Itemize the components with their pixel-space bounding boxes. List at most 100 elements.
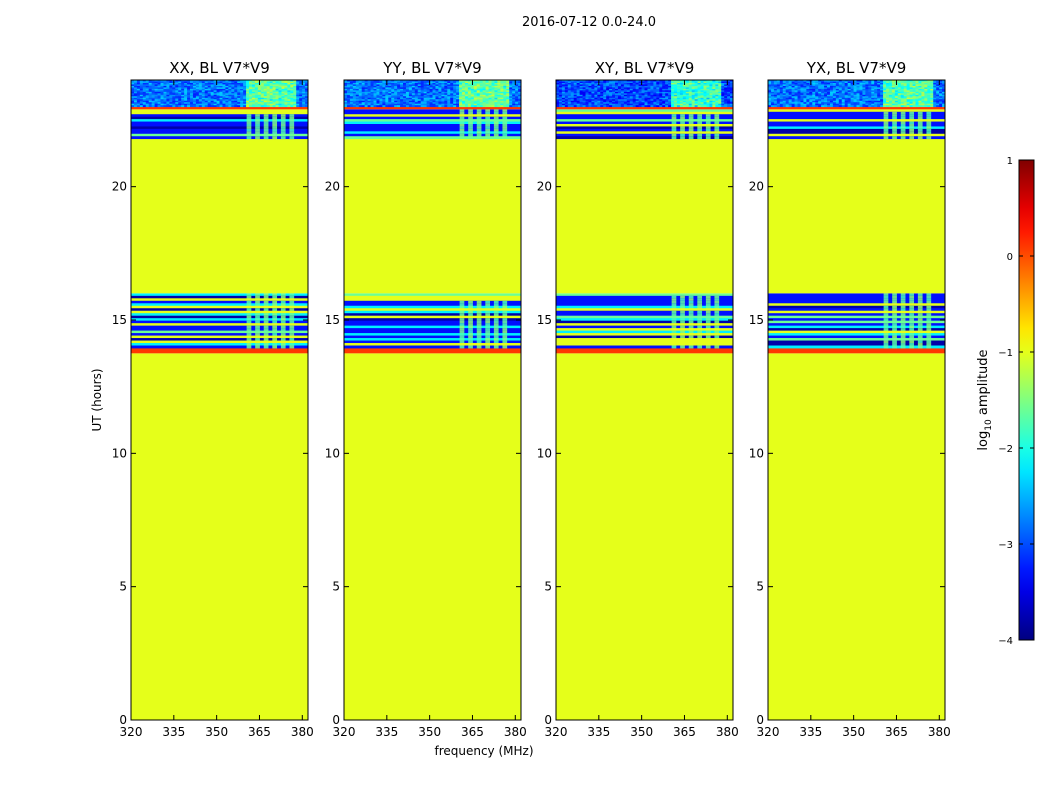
noise-cell [815,100,819,103]
noise-cell [391,84,395,87]
noise-cell [249,87,253,90]
noise-cell [228,85,232,88]
noise-cell [142,94,147,97]
noise-cell [706,100,710,103]
rfi-cell [900,313,906,317]
noise-cell [172,93,176,96]
noise-cell [897,87,902,90]
rfi-cell [255,320,260,324]
rfi-cell [272,131,278,135]
noise-cell [482,85,486,88]
noise-cell [287,93,291,96]
noise-cell [650,100,654,103]
rfi-cell [917,325,923,329]
rfi-cell [272,300,278,304]
rfi-cell [468,313,473,317]
noise-cell [426,81,430,84]
noise-cell [815,91,819,94]
noise-cell [145,87,150,90]
rfi-cell [900,325,906,329]
noise-cell [626,94,631,97]
rfi-cell [280,313,286,317]
noise-cell [915,84,919,87]
noise-cell [497,87,501,90]
noise-cell [824,97,828,100]
noise-cell [275,91,279,94]
noise-cell [249,82,253,85]
noise-cell [556,105,560,108]
noise-cell [558,91,563,94]
noise-cell [724,81,728,84]
noise-cell [676,88,681,91]
noise-cell [880,100,884,103]
noise-cell [865,80,869,82]
noise-cell [207,87,212,90]
noise-cell [249,88,253,91]
noise-cell [488,105,492,108]
noise-cell [561,85,566,88]
noise-cell [278,99,282,102]
noise-cell [856,96,860,99]
noise-cell [367,87,371,90]
noise-cell [806,90,810,93]
noise-cell [453,85,457,88]
noise-cell [906,97,910,100]
noise-cell [382,81,386,84]
noise-cell [426,99,430,102]
rfi-cell [714,126,720,130]
rfi-cell [909,114,915,118]
noise-cell [615,85,619,88]
noise-cell [691,97,696,100]
noise-cell [558,81,563,84]
noise-cell [891,90,896,93]
noise-cell [773,81,778,84]
noise-cell [567,102,572,105]
noise-cell [139,94,144,97]
noise-cell [641,105,645,108]
noise-cell [880,97,884,100]
noise-cell [588,90,592,93]
noise-cell [594,82,598,85]
noise-cell [243,82,247,85]
noise-cell [871,93,875,96]
noise-cell [921,99,925,102]
noise-cell [821,96,825,99]
noise-cell [694,91,698,94]
noise-cell [305,93,308,96]
rfi-cell [246,333,252,336]
rfi-cell [493,318,499,322]
noise-cell [688,94,693,97]
noise-cell [703,84,707,87]
noise-cell [160,93,164,96]
noise-cell [921,88,925,91]
noise-cell [886,87,890,90]
noise-cell [284,85,288,88]
noise-cell [266,102,271,105]
rfi-cell [900,111,906,115]
noise-cell [912,93,916,96]
stripe-row [131,313,308,317]
noise-cell [506,81,510,84]
rfi-cell [502,303,508,307]
noise-cell [394,103,398,106]
noise-cell [438,100,442,103]
noise-cell [903,99,908,102]
noise-cell [573,84,578,87]
rfi-cell [671,345,677,349]
noise-cell [479,85,484,88]
noise-cell [494,87,498,90]
noise-cell [272,103,276,106]
noise-cell [556,88,560,91]
noise-cell [479,84,484,87]
noise-cell [388,87,392,90]
noise-cell [803,97,807,100]
rfi-cell [280,121,286,125]
noise-cell [249,102,253,105]
noise-cell [679,82,684,85]
noise-cell [641,88,645,91]
rfi-cell [255,325,260,329]
noise-cell [676,85,681,88]
noise-cell [709,105,713,108]
noise-cell [479,93,484,96]
noise-cell [900,84,905,87]
